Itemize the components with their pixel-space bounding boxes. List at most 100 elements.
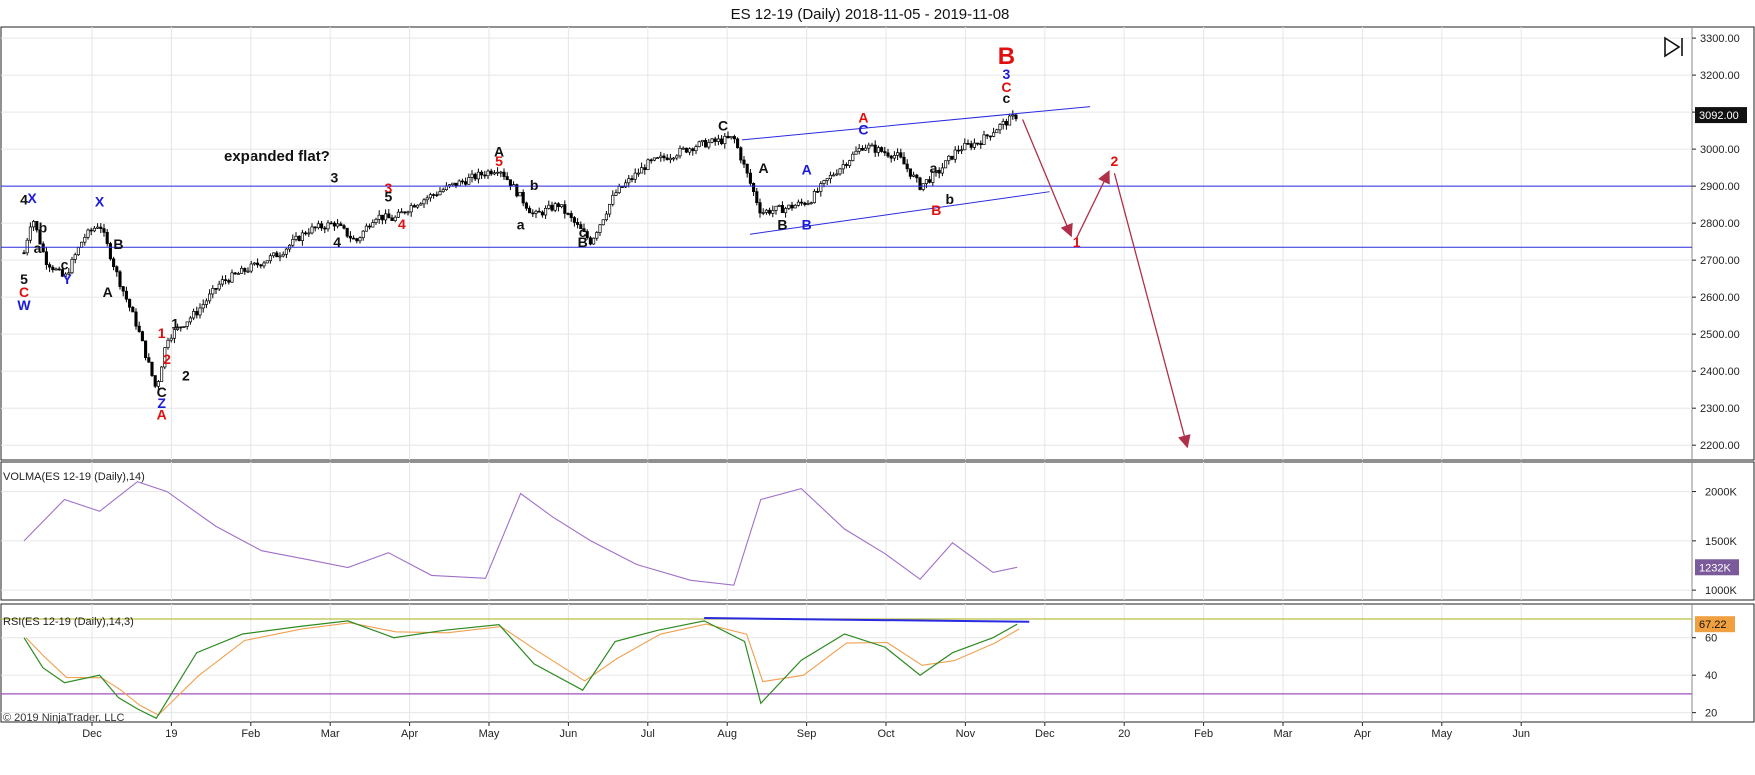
- price-candle-body: [755, 191, 759, 204]
- price-candle-body: [32, 221, 36, 228]
- price-candle-body: [758, 202, 762, 214]
- price-candle-body: [179, 326, 183, 329]
- price-candle-body: [380, 214, 384, 221]
- price-candle-body: [160, 366, 164, 382]
- price-candle-body: [739, 147, 743, 161]
- price-candle-body: [35, 221, 39, 231]
- price-candle-body: [438, 191, 442, 196]
- price-candle-body: [44, 251, 48, 265]
- price-candle-body: [809, 202, 813, 205]
- price-candle-body: [902, 156, 906, 165]
- price-candle-body: [310, 226, 314, 234]
- price-candle-body: [316, 223, 320, 229]
- volma-y-tick-label: 2000K: [1705, 487, 1737, 499]
- price-candle-body: [745, 163, 749, 174]
- price-candle-body: [912, 174, 916, 177]
- price-candle-body: [185, 321, 189, 327]
- price-candle-body: [428, 194, 432, 199]
- price-candle-body: [969, 143, 973, 148]
- price-candle-body: [784, 208, 788, 214]
- price-candle-body: [25, 239, 29, 254]
- price-candle-body: [752, 183, 756, 193]
- wave-label: A: [802, 161, 812, 177]
- price-candle-body: [464, 181, 468, 185]
- price-candle-body: [76, 247, 80, 256]
- panel-frame: [0, 26, 1755, 461]
- price-candle-body: [588, 237, 592, 245]
- price-candle-body: [489, 170, 493, 175]
- price-candle-body: [947, 155, 951, 162]
- x-tick-label: 20: [1118, 728, 1130, 740]
- price-candle-body: [944, 160, 948, 169]
- volma-line: [23, 481, 1018, 586]
- price-candle-body: [534, 210, 538, 214]
- rsi-value-label: 67.22: [1699, 619, 1727, 631]
- wave-label: B: [777, 216, 787, 232]
- price-candle-body: [384, 213, 388, 221]
- price-candle-body: [377, 214, 381, 220]
- price-candle-body: [768, 209, 772, 214]
- price-candle-body: [249, 263, 253, 272]
- price-candle-body: [307, 232, 311, 235]
- price-candle-body: [732, 136, 736, 140]
- price-candle-body: [742, 159, 746, 165]
- price-y-tick-label: 2900.00: [1700, 181, 1740, 193]
- wave-label: B: [998, 43, 1015, 70]
- price-candle-body: [700, 139, 704, 143]
- price-candle-body: [787, 204, 791, 209]
- rsi-series: [1, 617, 1692, 720]
- price-candle-body: [124, 290, 128, 300]
- price-candle-body: [563, 204, 567, 214]
- wave-label: B: [931, 202, 941, 218]
- price-candle-body: [1004, 121, 1008, 126]
- price-candle-body: [595, 232, 599, 239]
- price-candle-body: [576, 222, 580, 225]
- price-candle-body: [646, 159, 650, 171]
- price-candle-body: [432, 194, 436, 196]
- price-candle-body: [332, 222, 336, 227]
- price-candle-body: [400, 211, 404, 214]
- price-candle-body: [748, 172, 752, 184]
- price-candle-body: [652, 157, 656, 161]
- price-candle-body: [988, 135, 992, 138]
- price-candle-body: [409, 205, 413, 213]
- wave-label: B: [578, 234, 588, 250]
- price-candle-body: [841, 164, 845, 170]
- x-tick-label: Nov: [956, 728, 976, 740]
- volma-y-tick-label: 1500K: [1705, 536, 1737, 548]
- price-candle-body: [1001, 121, 1005, 125]
- wave-label: 3: [384, 180, 392, 196]
- price-candle-body: [684, 147, 688, 153]
- price-candle-body: [976, 142, 980, 145]
- price-candle-body: [812, 190, 816, 204]
- wave-label: X: [95, 193, 105, 209]
- price-candle-body: [144, 340, 148, 358]
- price-candle-body: [361, 230, 365, 239]
- price-candle-body: [492, 172, 496, 175]
- price-candle-body: [553, 203, 557, 211]
- price-candle-body: [633, 172, 637, 180]
- play-icon[interactable]: [1664, 36, 1683, 58]
- price-candle-body: [777, 205, 781, 207]
- price-candle-body: [883, 151, 887, 154]
- price-candle-body: [412, 205, 416, 208]
- price-candle-body: [579, 224, 583, 230]
- x-tick-label: Mar: [1274, 728, 1293, 740]
- x-tick-label: Aug: [717, 728, 737, 740]
- price-candle-body: [694, 146, 698, 152]
- volma-panel-title: VOLMA(ES 12-19 (Daily),14): [3, 471, 145, 483]
- price-candle-body: [854, 150, 858, 155]
- price-candle-body: [342, 225, 346, 229]
- price-candle-body: [723, 135, 727, 145]
- price-candle-body: [294, 235, 298, 240]
- price-candle-body: [304, 232, 308, 235]
- price-candle-body: [48, 264, 52, 268]
- price-candle-body: [860, 148, 864, 151]
- price-candle-body: [259, 264, 263, 267]
- price-candle-body: [230, 272, 234, 283]
- price-candle-body: [496, 171, 500, 174]
- channel-lower-line: [749, 191, 1050, 235]
- price-candle-body: [540, 211, 544, 216]
